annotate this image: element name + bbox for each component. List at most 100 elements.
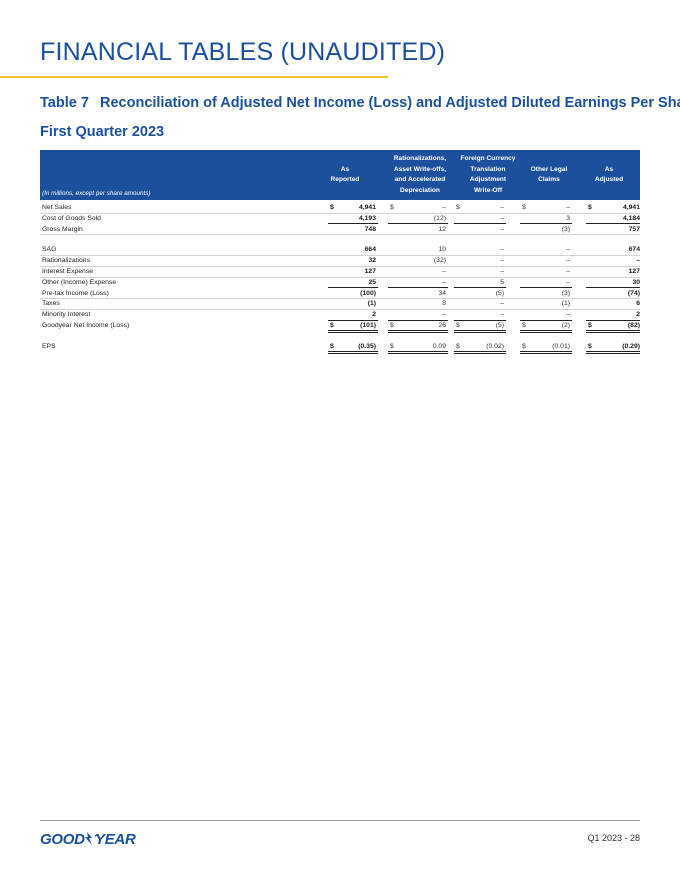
cell-value: (3) <box>561 289 570 297</box>
cell-value: (0.02) <box>486 342 504 350</box>
row-divider <box>40 298 640 299</box>
cell-value: 25 <box>368 278 376 286</box>
cell-value: – <box>566 268 570 275</box>
row-divider <box>40 308 640 310</box>
cell-value: 8 <box>442 300 446 308</box>
total-rule <box>388 223 448 224</box>
total-rule <box>586 319 640 321</box>
total-rule <box>328 287 378 288</box>
column-header-as-reported: As Reported <box>330 165 360 184</box>
goodyear-logo: GOOD YEAR <box>40 831 136 848</box>
cell-value: (5) <box>495 289 504 297</box>
row-label: Gross Margin <box>42 225 83 233</box>
cell-value: – <box>500 268 504 275</box>
total-rule <box>454 319 506 321</box>
cell-value: 757 <box>628 225 640 233</box>
cell-value: 127 <box>364 268 376 275</box>
currency-symbol: $ <box>390 342 394 350</box>
total-rule <box>454 351 506 352</box>
table-row: Taxes (1) 8 – (1) 6 <box>40 298 640 309</box>
cell-value: – <box>566 257 570 265</box>
total-rule <box>388 332 448 333</box>
table-row: Interest Expense 127 – – – 127 <box>40 266 640 277</box>
table-row: Rationalizations 32 (32) – – – <box>40 255 640 266</box>
cell-value: 127 <box>628 268 640 275</box>
table-row: Goodyear Net Income (Loss) $ (101) $26 $ (5) $… <box>40 320 640 331</box>
table-row: Pre-tax Income (Loss) (100) 34 (5) (3) (74) <box>40 288 640 299</box>
total-rule <box>586 332 640 333</box>
total-rule <box>586 287 640 288</box>
total-rule <box>388 351 448 352</box>
row-label: Net Sales <box>42 204 72 211</box>
cell-value: 5 <box>500 278 504 286</box>
cell-value: – <box>442 278 446 286</box>
currency-symbol: $ <box>456 204 460 211</box>
total-rule <box>388 319 448 321</box>
column-header-rationalizations: Rationalizations, Asset Write-offs, and … <box>393 155 447 194</box>
cell-value: 748 <box>364 225 376 233</box>
svg-text:GOOD: GOOD <box>40 831 85 848</box>
total-rule <box>586 223 640 224</box>
cell-value: (2) <box>561 322 570 329</box>
table-row: Gross Margin 748 12 – (3) 757 <box>40 224 640 235</box>
total-rule <box>520 332 572 333</box>
cell-value: (101) <box>360 322 376 329</box>
total-rule <box>520 287 572 288</box>
currency-symbol: $ <box>522 204 526 211</box>
cell-value: (12) <box>433 214 446 222</box>
cell-value: 10 <box>438 246 446 254</box>
currency-symbol: $ <box>330 322 334 329</box>
cell-value: (100) <box>360 289 376 297</box>
total-rule <box>328 332 378 333</box>
page-number: Q1 2023 - 28 <box>587 833 640 843</box>
units-note: (In millions, except per share amounts) <box>42 190 151 197</box>
row-label: Taxes <box>42 300 60 308</box>
table-title: Reconciliation of Adjusted Net Income (L… <box>100 95 680 111</box>
total-rule <box>454 223 506 224</box>
cell-value: (3) <box>561 225 570 233</box>
cell-value: 3 <box>566 214 570 222</box>
cell-value: – <box>500 300 504 308</box>
table-header: As Reported Rationalizations, Asset Writ… <box>40 150 640 200</box>
total-rule <box>520 223 572 224</box>
total-rule <box>388 287 448 288</box>
cell-value: 2 <box>636 311 640 319</box>
cell-value: 4,941 <box>622 204 640 211</box>
cell-value: 6 <box>636 300 640 308</box>
footer-divider <box>40 820 640 821</box>
row-label: Pre-tax Income (Loss) <box>42 289 109 297</box>
currency-symbol: $ <box>588 342 592 350</box>
cell-value: 2 <box>372 311 376 319</box>
cell-value: – <box>500 225 504 233</box>
cell-value: – <box>442 268 446 275</box>
total-rule <box>454 352 506 354</box>
cell-value: – <box>636 257 640 265</box>
row-label: Rationalizations <box>42 257 90 265</box>
cell-value: – <box>500 311 504 319</box>
total-rule <box>586 330 640 332</box>
cell-value: – <box>500 246 504 254</box>
svg-text:YEAR: YEAR <box>95 831 136 848</box>
row-label: Minority Interest <box>42 311 91 319</box>
cell-value: 4,193 <box>358 214 376 222</box>
row-divider <box>40 276 640 277</box>
total-rule <box>586 351 640 352</box>
currency-symbol: $ <box>522 342 526 350</box>
cell-value: 674 <box>628 246 640 254</box>
cell-value: – <box>566 204 570 211</box>
table-row: Net Sales $4,941 $ – $ – $ – $4,941 <box>40 202 640 213</box>
currency-symbol: $ <box>330 342 334 350</box>
table-row: Other (Income) Expense 25 – 5 – 30 <box>40 277 640 288</box>
cell-value: 34 <box>438 289 446 297</box>
table-heading: Table 7 Reconciliation of Adjusted Net In… <box>40 95 680 111</box>
cell-value: (5) <box>495 322 504 329</box>
cell-value: 0.09 <box>432 342 446 350</box>
currency-symbol: $ <box>588 204 592 211</box>
row-label: Goodyear Net Income (Loss) <box>42 322 130 329</box>
table-row: Minority Interest 2 – – – 2 <box>40 309 640 320</box>
cell-value: (32) <box>433 257 446 265</box>
page-title: FINANCIAL TABLES (UNAUDITED) <box>40 38 446 66</box>
table-row: SAG 664 10 – – 674 <box>40 244 640 255</box>
cell-value: (0.29) <box>622 342 640 350</box>
total-rule <box>388 330 448 332</box>
